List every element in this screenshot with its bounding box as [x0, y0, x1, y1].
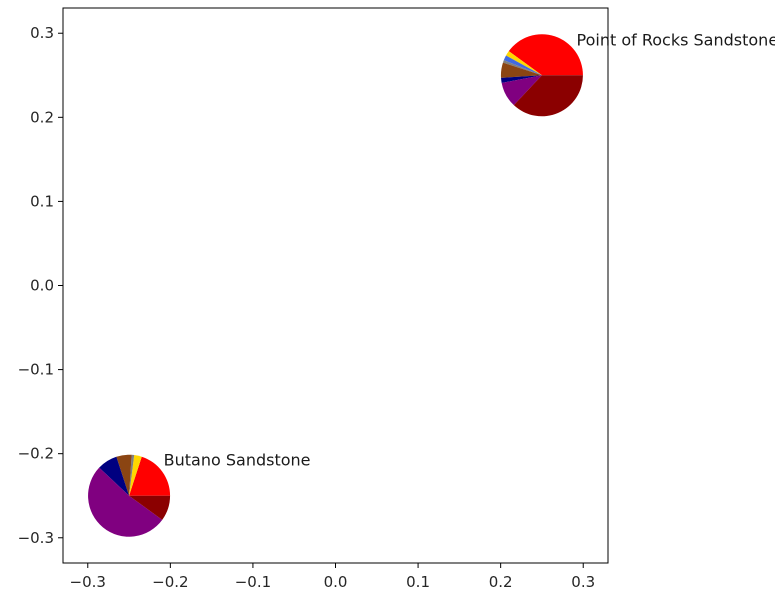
pie-slice: [129, 456, 171, 496]
x-tick-label: 0.2: [489, 573, 513, 591]
y-axis: 0.3 0.2 0.1 0.0 −0.1 −0.2 −0.3: [18, 24, 63, 547]
y-tick-label: 0.1: [30, 192, 54, 210]
x-tick-label: −0.3: [70, 573, 106, 591]
pie-slice: [506, 51, 542, 76]
x-tick-label: −0.1: [235, 573, 271, 591]
pie-slice: [129, 495, 171, 520]
x-tick-label: 0.1: [406, 573, 430, 591]
y-tick-label: 0.0: [30, 277, 54, 295]
x-tick-label: 0.3: [571, 573, 595, 591]
pie-slice: [513, 75, 583, 117]
pie-label: Point of Rocks Sandstone: [577, 30, 775, 49]
pie-slice: [503, 55, 542, 76]
x-axis: −0.3 −0.2 −0.1 0.0 0.1 0.2 0.3: [70, 563, 595, 591]
pie-label: Butano Sandstone: [164, 451, 311, 470]
pie-slice: [129, 455, 142, 496]
pie-slice: [508, 34, 583, 76]
pie-markers: [88, 34, 583, 537]
pie-slice: [116, 454, 132, 496]
pie-slice: [500, 62, 542, 78]
pie-slice: [88, 467, 163, 537]
y-tick-label: 0.2: [30, 108, 54, 126]
pie-slice: [129, 454, 135, 496]
pie-slice: [501, 75, 542, 106]
x-tick-label: −0.2: [152, 573, 188, 591]
pie-slice: [502, 60, 542, 76]
y-tick-label: −0.3: [18, 529, 54, 547]
pie-slice: [501, 75, 542, 83]
y-tick-label: −0.2: [18, 445, 54, 463]
pie-slice: [99, 456, 130, 496]
x-tick-label: 0.0: [324, 573, 348, 591]
y-tick-label: 0.3: [30, 24, 54, 42]
y-tick-label: −0.1: [18, 361, 54, 379]
pie-labels: Point of Rocks Sandstone Butano Sandstone: [164, 30, 775, 469]
